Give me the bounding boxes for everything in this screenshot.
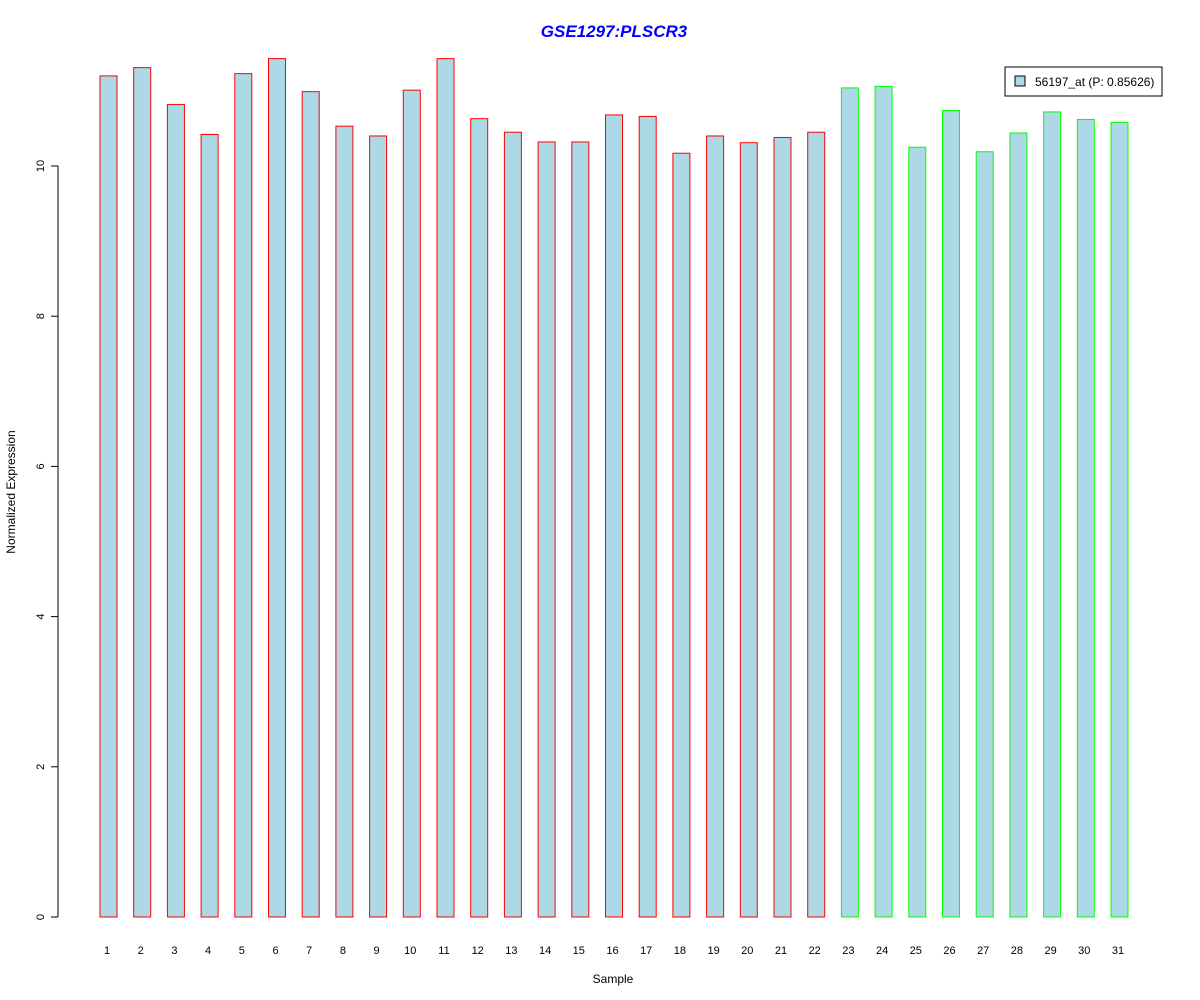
x-tick-label: 27 — [977, 945, 989, 957]
x-tick-label: 19 — [707, 945, 719, 957]
x-tick-label: 10 — [404, 945, 416, 957]
bar-sample-29 — [1043, 111, 1062, 918]
bar-sample-21 — [773, 136, 792, 918]
x-tick-label: 15 — [573, 945, 585, 957]
bar-sample-5 — [234, 73, 253, 918]
x-tick-label: 29 — [1044, 945, 1056, 957]
bar-sample-16 — [605, 114, 623, 918]
bar-sample-25 — [908, 146, 927, 918]
legend-label: 56197_at (P: 0.85626) — [1035, 75, 1154, 89]
bar-sample-3 — [166, 103, 185, 918]
y-axis-title: Normalized Expression — [4, 430, 18, 553]
y-axis: 0 2 4 6 8 10 — [35, 160, 59, 920]
x-tick-labels: 1 2 3 4 5 6 7 8 9 10 11 12 13 14 15 16 17 18 19 20 21 22 23 24 2… — [104, 945, 1124, 957]
x-tick-label: 9 — [374, 945, 380, 957]
bar-series — [99, 58, 1129, 918]
x-tick-label: 1 — [104, 945, 110, 957]
x-tick-label: 28 — [1011, 945, 1023, 957]
x-tick-label: 16 — [606, 945, 618, 957]
x-tick-label: 2 — [138, 945, 144, 957]
x-tick-label: 26 — [943, 945, 955, 957]
bar-sample-26 — [942, 109, 960, 918]
x-tick-label: 24 — [876, 945, 888, 957]
bar-sample-10 — [402, 89, 421, 918]
bar-sample-2 — [133, 67, 152, 918]
bar-sample-15 — [571, 141, 590, 918]
x-tick-label: 4 — [205, 945, 211, 957]
x-tick-label: 5 — [239, 945, 245, 957]
y-tick-label: 0 — [35, 914, 47, 920]
bar-sample-7 — [301, 91, 320, 918]
bar-sample-1 — [99, 75, 118, 918]
x-tick-label: 13 — [505, 945, 517, 957]
bar-sample-23 — [840, 87, 859, 918]
bar-sample-11 — [436, 58, 455, 918]
x-tick-label: 12 — [472, 945, 484, 957]
x-tick-label: 21 — [775, 945, 787, 957]
y-tick-label: 6 — [35, 463, 47, 469]
bar-sample-19 — [706, 135, 725, 918]
x-tick-label: 20 — [741, 945, 753, 957]
bar-sample-4 — [200, 133, 219, 918]
bar-sample-9 — [369, 135, 388, 918]
x-tick-label: 8 — [340, 945, 346, 957]
x-tick-label: 31 — [1112, 945, 1124, 957]
y-tick-label: 10 — [35, 160, 47, 172]
x-tick-label: 17 — [640, 945, 652, 957]
legend: 56197_at (P: 0.85626) — [1004, 66, 1163, 97]
x-axis-title: Sample — [593, 972, 634, 986]
bar-sample-30 — [1076, 118, 1095, 918]
legend-swatch — [1014, 75, 1026, 87]
bar-sample-14 — [537, 141, 556, 918]
x-tick-label: 14 — [539, 945, 551, 957]
x-tick-label: 18 — [674, 945, 686, 957]
x-tick-label: 11 — [438, 945, 449, 957]
y-tick-label: 4 — [35, 614, 47, 620]
bar-sample-20 — [739, 142, 758, 918]
bar-sample-27 — [975, 151, 994, 918]
bar-sample-22 — [807, 131, 826, 918]
bar-sample-12 — [470, 118, 489, 918]
x-tick-label: 22 — [809, 945, 821, 957]
x-tick-label: 6 — [272, 945, 278, 957]
x-tick-label: 25 — [910, 945, 922, 957]
bar-sample-6 — [268, 58, 286, 918]
bar-sample-18 — [672, 152, 691, 918]
legend-box — [1004, 66, 1163, 97]
y-tick-label: 2 — [35, 764, 47, 770]
x-tick-label: 30 — [1078, 945, 1090, 957]
bar-sample-17 — [638, 115, 657, 918]
bar-sample-31 — [1110, 121, 1129, 918]
y-tick-label: 8 — [35, 313, 47, 319]
x-tick-label: 3 — [171, 945, 177, 957]
bar-sample-28 — [1009, 132, 1028, 918]
x-tick-label: 23 — [842, 945, 854, 957]
bar-sample-13 — [503, 131, 522, 918]
x-tick-label: 7 — [306, 945, 312, 957]
bar-sample-24 — [874, 85, 893, 918]
chart-title: GSE1297:PLSCR3 — [541, 22, 688, 41]
bar-sample-8 — [335, 125, 354, 918]
